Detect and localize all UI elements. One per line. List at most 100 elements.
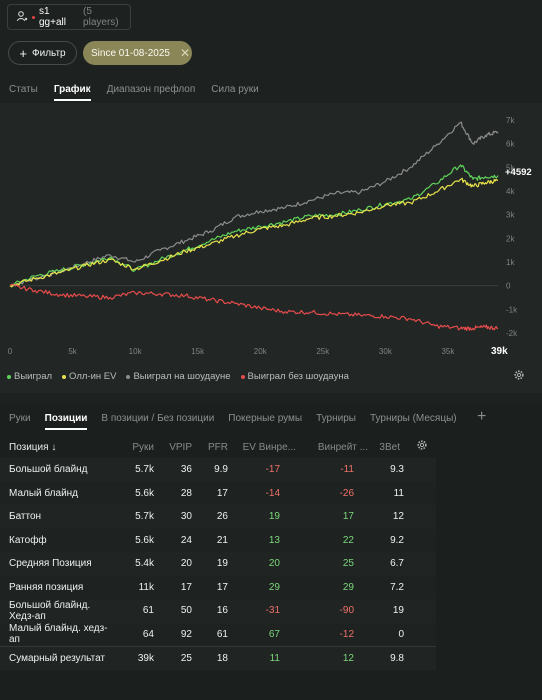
legend-item-allin-ev[interactable]: Олл-ин EV xyxy=(62,371,116,382)
table-cell: 30 xyxy=(180,511,192,523)
x-tick-label: 15k xyxy=(191,347,205,356)
tab-tournaments-months[interactable]: Турниры (Месяцы) xyxy=(369,413,457,424)
tab-hands[interactable]: Руки xyxy=(9,413,31,424)
table-cell: -14 xyxy=(265,487,280,499)
table-row[interactable]: Средняя Позиция 5.4k 20 19 20 25 6.7 xyxy=(0,552,436,576)
player-selector[interactable]: s1 gg+all (5 players) xyxy=(7,4,131,30)
y-tick-label: -2k xyxy=(506,329,518,338)
table-row[interactable]: Большой блайнд. Хедз-ап 61 50 16 -31 -90 19 xyxy=(0,599,436,623)
table-cell: -12 xyxy=(339,628,354,640)
y-tick-label: 6k xyxy=(506,140,515,149)
legend-dot xyxy=(240,374,245,379)
table-cell: 20 xyxy=(180,558,192,570)
tab-preflop-range[interactable]: Диапазон префлоп xyxy=(106,84,196,95)
table-cell: 9.2 xyxy=(390,534,404,546)
y-tick-label: 4k xyxy=(506,187,515,196)
table-cell: -90 xyxy=(339,605,354,617)
table-cell: Баттон xyxy=(9,511,42,523)
table-cell: 5.6k xyxy=(135,534,154,546)
date-filter-chip[interactable]: Since 01-08-2025 ✕ xyxy=(83,41,192,65)
positions-table: Позиция ↓ Руки VPIP PFR EV Винре... Винр… xyxy=(0,436,436,670)
table-cell: 61 xyxy=(142,605,154,617)
series-line xyxy=(9,283,499,331)
x-tick-label: 25k xyxy=(316,347,330,356)
table-row[interactable]: Малый блайнд 5.6k 28 17 -14 -26 11 xyxy=(0,481,436,505)
tab-hand-strength[interactable]: Сила руки xyxy=(211,84,259,95)
col-header-position[interactable]: Позиция ↓ xyxy=(9,441,57,453)
user-icon xyxy=(16,10,28,25)
col-header-vpip[interactable]: VPIP xyxy=(169,441,192,453)
table-cell: 39k xyxy=(122,645,160,670)
legend-item-won[interactable]: Выиграл xyxy=(7,371,52,382)
legend-dot xyxy=(62,374,67,379)
x-tick-label: 10k xyxy=(129,347,143,356)
table-cell: 21 xyxy=(216,534,228,546)
table-row[interactable]: Катофф 5.6k 24 21 13 22 9.2 xyxy=(0,528,436,552)
chart-legend: Выиграл Олл-ин EV Выиграл на шоудауне Вы… xyxy=(7,371,349,382)
table-cell: 5.7k xyxy=(135,464,154,476)
table-cell: 28 xyxy=(180,487,192,499)
close-icon[interactable]: ✕ xyxy=(179,46,191,60)
col-header-pfr[interactable]: PFR xyxy=(208,441,228,453)
table-cell: 29 xyxy=(268,581,280,593)
table-cell: -26 xyxy=(339,487,354,499)
status-dot xyxy=(32,15,35,19)
tab-graph[interactable]: График xyxy=(53,84,91,101)
col-header-ev-winrate[interactable]: EV Винре... xyxy=(242,441,296,453)
player-count: (5 players) xyxy=(83,6,119,28)
tab-positions[interactable]: Позиции xyxy=(44,413,88,430)
winnings-chart: 7k 6k 5k 4k 3k 2k 1k 0 -1k -2k 0 5k 10k 15k 20k 25k 30k 3… xyxy=(0,103,542,393)
end-value-label: +4592 xyxy=(505,167,532,178)
table-cell: -31 xyxy=(265,605,280,617)
view-tabs: Статы График Диапазон префлоп Сила руки xyxy=(9,84,259,101)
legend-item-non-showdown[interactable]: Выиграл без шоудауна xyxy=(240,371,349,382)
table-cell: 26 xyxy=(216,511,228,523)
table-cell: 7.2 xyxy=(390,581,404,593)
table-cell: 17 xyxy=(216,581,228,593)
filter-button-label: Фильтр xyxy=(32,47,66,59)
tab-stats[interactable]: Статы xyxy=(9,84,38,95)
table-cell: 67 xyxy=(268,628,280,640)
chart-settings-gear-icon[interactable] xyxy=(513,369,525,381)
col-header-3bet[interactable]: 3Bet xyxy=(374,436,436,458)
table-row[interactable]: Большой блайнд 5.7k 36 9.9 -17 -11 9.3 xyxy=(0,458,436,482)
table-cell: Большой блайнд xyxy=(9,464,88,476)
col-header-hands[interactable]: Руки xyxy=(132,441,154,453)
table-cell: 11 xyxy=(234,645,302,670)
plus-icon: + xyxy=(19,45,27,61)
tab-tournaments[interactable]: Турниры xyxy=(316,413,356,424)
y-tick-label: 1k xyxy=(506,258,515,267)
table-settings-gear-icon[interactable] xyxy=(416,439,428,454)
y-tick-label: 2k xyxy=(506,234,515,243)
table-cell: 9.3 xyxy=(390,464,404,476)
table-cell: 22 xyxy=(342,534,354,546)
tab-in-position[interactable]: В позиции / Без позиции xyxy=(101,413,215,424)
legend-label: Выиграл на шоудауне xyxy=(133,371,231,382)
table-cell: -11 xyxy=(340,464,354,476)
col-header-3bet-label: 3Bet xyxy=(379,442,400,453)
legend-item-showdown[interactable]: Выиграл на шоудауне xyxy=(126,371,231,382)
date-filter-label: Since 01-08-2025 xyxy=(91,47,170,59)
table-cell: 5.7k xyxy=(135,511,154,523)
table-cell: 17 xyxy=(180,581,192,593)
table-cell: -17 xyxy=(265,464,280,476)
y-tick-label: 0 xyxy=(506,282,511,291)
tab-poker-rooms[interactable]: Покерные румы xyxy=(228,413,303,424)
add-tab-plus-icon[interactable]: + xyxy=(477,408,487,425)
table-cell: Ранняя позиция xyxy=(9,581,84,593)
table-cell: Катофф xyxy=(9,534,47,546)
filter-button[interactable]: + Фильтр xyxy=(8,41,77,65)
table-cell: 9.9 xyxy=(214,464,228,476)
table-cell: 24 xyxy=(180,534,192,546)
table-cell: 92 xyxy=(180,628,192,640)
table-cell: 5.6k xyxy=(135,487,154,499)
table-row[interactable]: Баттон 5.7k 30 26 19 17 12 xyxy=(0,505,436,529)
legend-label: Выиграл xyxy=(14,371,53,382)
col-header-winrate[interactable]: Винрейт ... xyxy=(317,441,368,453)
table-row[interactable]: Малый блайнд. хедз-ап 64 92 61 67 -12 0 xyxy=(0,622,436,646)
table-cell: 0 xyxy=(398,628,404,640)
table-row[interactable]: Ранняя позиция 11k 17 17 29 29 7.2 xyxy=(0,575,436,599)
table-cell: 36 xyxy=(180,464,192,476)
table-cell: 18 xyxy=(198,645,234,670)
table-total-row[interactable]: Сумарный результат 39k 25 18 11 12 9.8 xyxy=(0,645,436,670)
